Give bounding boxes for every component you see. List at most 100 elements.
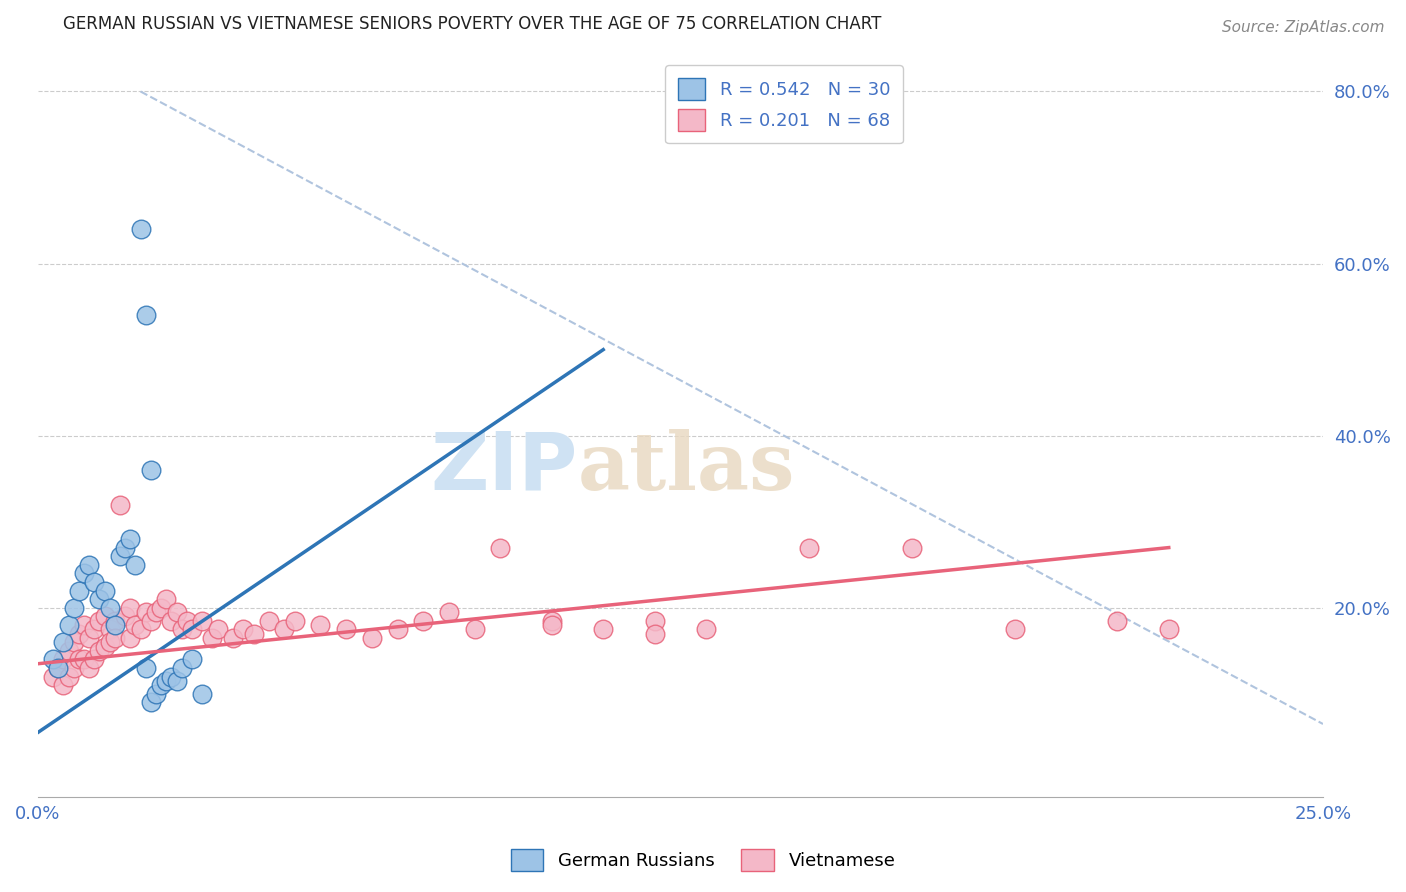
Point: [360, 631, 382, 645]
Point: [170, 661, 193, 675]
Point: [191, 614, 214, 628]
Point: [120, 532, 142, 546]
Point: [150, 600, 173, 615]
Point: [89, 614, 111, 628]
Point: [900, 541, 922, 555]
Point: [120, 631, 142, 645]
Point: [695, 623, 717, 637]
Point: [160, 670, 183, 684]
Point: [73, 618, 96, 632]
Point: [58, 644, 80, 658]
Point: [335, 623, 357, 637]
Point: [52, 678, 75, 692]
Point: [387, 623, 409, 637]
Point: [139, 696, 162, 710]
Point: [181, 623, 204, 637]
Point: [1157, 623, 1180, 637]
Point: [644, 626, 666, 640]
Point: [437, 605, 460, 619]
Point: [170, 623, 193, 637]
Point: [150, 678, 173, 692]
Point: [155, 592, 177, 607]
Point: [93, 609, 115, 624]
Point: [67, 652, 90, 666]
Point: [98, 623, 121, 637]
Point: [129, 222, 152, 236]
Point: [284, 614, 307, 628]
Point: [135, 605, 157, 619]
Point: [166, 673, 188, 688]
Point: [42, 670, 65, 684]
Point: [120, 600, 142, 615]
Point: [181, 652, 204, 666]
Point: [139, 614, 162, 628]
Point: [77, 631, 100, 645]
Point: [104, 631, 127, 645]
Point: [257, 614, 280, 628]
Point: [207, 623, 229, 637]
Point: [1004, 623, 1026, 637]
Point: [644, 614, 666, 628]
Point: [176, 614, 198, 628]
Point: [83, 574, 105, 589]
Text: atlas: atlas: [578, 429, 794, 507]
Point: [309, 618, 332, 632]
Point: [160, 614, 183, 628]
Point: [83, 652, 105, 666]
Point: [104, 618, 127, 632]
Point: [62, 661, 84, 675]
Point: [242, 626, 264, 640]
Point: [67, 626, 90, 640]
Point: [412, 614, 434, 628]
Point: [52, 652, 75, 666]
Point: [155, 673, 177, 688]
Point: [129, 623, 152, 637]
Point: [52, 635, 75, 649]
Point: [83, 623, 105, 637]
Point: [135, 308, 157, 322]
Point: [77, 558, 100, 572]
Point: [93, 640, 115, 654]
Point: [98, 635, 121, 649]
Point: [114, 609, 136, 624]
Point: [540, 618, 562, 632]
Point: [46, 661, 69, 675]
Point: [166, 605, 188, 619]
Point: [77, 661, 100, 675]
Point: [489, 541, 512, 555]
Point: [58, 618, 80, 632]
Point: [145, 687, 167, 701]
Point: [73, 566, 96, 581]
Point: [62, 600, 84, 615]
Text: ZIP: ZIP: [430, 429, 578, 507]
Point: [191, 687, 214, 701]
Point: [592, 623, 614, 637]
Point: [114, 541, 136, 555]
Point: [62, 635, 84, 649]
Legend: R = 0.542   N = 30, R = 0.201   N = 68: R = 0.542 N = 30, R = 0.201 N = 68: [665, 65, 903, 144]
Point: [145, 605, 167, 619]
Point: [124, 618, 146, 632]
Point: [46, 661, 69, 675]
Text: Source: ZipAtlas.com: Source: ZipAtlas.com: [1222, 20, 1385, 35]
Point: [108, 498, 131, 512]
Point: [73, 652, 96, 666]
Point: [464, 623, 486, 637]
Point: [273, 623, 295, 637]
Point: [67, 583, 90, 598]
Point: [139, 463, 162, 477]
Point: [42, 652, 65, 666]
Legend: German Russians, Vietnamese: German Russians, Vietnamese: [503, 842, 903, 879]
Point: [124, 558, 146, 572]
Point: [201, 631, 224, 645]
Point: [93, 583, 115, 598]
Point: [222, 631, 245, 645]
Point: [540, 614, 562, 628]
Text: GERMAN RUSSIAN VS VIETNAMESE SENIORS POVERTY OVER THE AGE OF 75 CORRELATION CHAR: GERMAN RUSSIAN VS VIETNAMESE SENIORS POV…: [63, 15, 882, 33]
Point: [797, 541, 820, 555]
Point: [1107, 614, 1129, 628]
Point: [58, 670, 80, 684]
Point: [135, 661, 157, 675]
Point: [89, 592, 111, 607]
Point: [108, 549, 131, 564]
